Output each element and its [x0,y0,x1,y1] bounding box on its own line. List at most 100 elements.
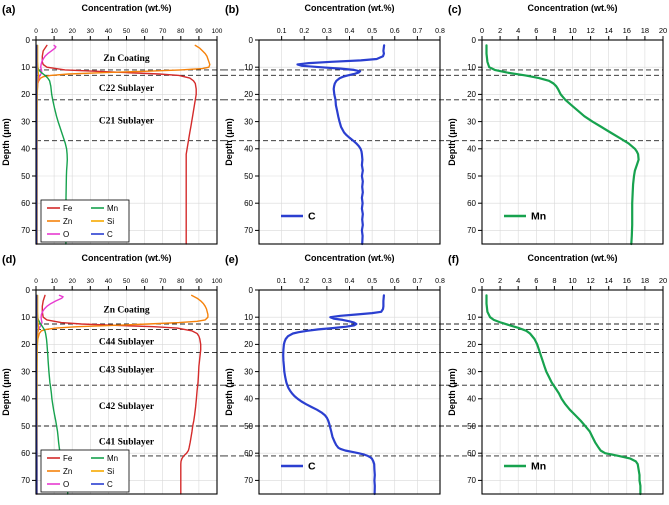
x-tick-label: 0.5 [367,278,377,285]
axis-title: Concentration (wt.%) [528,3,618,13]
x-tick-label: 16 [623,276,631,285]
x-tick-label: 6 [534,276,538,285]
panel-letter: (f) [448,254,459,266]
x-tick-label: 10 [50,28,58,35]
x-tick-label: 8 [552,26,556,35]
x-tick-label: 4 [516,276,520,285]
y-tick-label: 30 [244,367,253,376]
legend-label: Zn [63,217,72,226]
x-tick-label: 0.7 [413,278,423,285]
x-tick-label: 12 [586,26,594,35]
x-tick-label: 0.1 [277,28,287,35]
x-tick-label: 20 [659,276,667,285]
y-axis-label: Depth (μm) [447,118,457,166]
x-tick-label: 90 [195,278,203,285]
y-tick-label: 10 [21,63,30,72]
y-tick-label: 70 [244,226,253,235]
x-tick-label: 18 [641,276,649,285]
y-tick-label: 60 [244,199,253,208]
legend-label: Fe [63,454,73,463]
x-tick-label: 0.1 [277,278,287,285]
x-tick-label: 0.3 [322,278,332,285]
y-tick-label: 20 [467,90,476,99]
legend-label: Mn [107,454,118,463]
y-axis-label: Depth (μm) [1,118,11,166]
panel-letter: (c) [448,4,462,16]
x-tick-label: 0.2 [299,278,309,285]
y-tick-label: 40 [467,145,476,154]
x-tick-label: 70 [159,28,167,35]
region-label: C22 Sublayer [99,84,155,94]
y-tick-label: 0 [249,36,254,45]
x-tick-label: 10 [568,26,576,35]
x-tick-label: 4 [516,26,520,35]
y-tick-label: 70 [21,476,30,485]
legend-label: Mn [107,204,118,213]
x-tick-label: 0.8 [435,278,445,285]
x-tick-label: 60 [141,28,149,35]
y-tick-label: 30 [467,367,476,376]
axis-title: Concentration (wt.%) [305,3,395,13]
x-tick-label: 50 [123,278,131,285]
x-tick-label: 0.5 [367,28,377,35]
y-tick-label: 20 [244,340,253,349]
y-tick-label: 30 [21,117,30,126]
y-tick-label: 60 [467,199,476,208]
x-tick-label: 0.4 [345,278,355,285]
region-label: C43 Sublayer [99,365,155,375]
y-tick-label: 10 [467,63,476,72]
y-tick-label: 10 [21,313,30,322]
legend-label: C [107,230,113,239]
x-tick-label: 70 [159,278,167,285]
x-tick-label: 0.3 [322,28,332,35]
axis-title: Concentration (wt.%) [82,3,172,13]
y-axis-label: Depth (μm) [1,368,11,416]
x-tick-label: 0.8 [435,28,445,35]
x-tick-label: 2 [498,26,502,35]
y-tick-label: 0 [26,36,31,45]
x-tick-label: 20 [69,278,77,285]
panel-letter: (a) [2,4,16,16]
x-tick-label: 100 [212,278,223,285]
x-tick-label: 10 [50,278,58,285]
axis-title: Concentration (wt.%) [305,253,395,263]
x-tick-label: 0 [480,26,484,35]
x-tick-label: 40 [105,278,113,285]
x-tick-label: 60 [141,278,149,285]
x-tick-label: 50 [123,28,131,35]
x-tick-label: 0.4 [345,28,355,35]
y-tick-label: 0 [472,36,477,45]
legend-label: Fe [63,204,73,213]
y-tick-label: 50 [244,422,253,431]
x-tick-label: 2 [498,276,502,285]
y-tick-label: 30 [21,367,30,376]
x-tick-label: 0 [34,28,38,35]
x-tick-label: 16 [623,26,631,35]
x-tick-label: 20 [69,28,77,35]
y-tick-label: 60 [467,449,476,458]
region-label: C21 Sublayer [99,117,155,127]
x-tick-label: 0.2 [299,28,309,35]
x-tick-label: 80 [177,28,185,35]
y-tick-label: 40 [21,145,30,154]
y-tick-label: 50 [21,172,30,181]
panel-letter: (d) [2,254,16,266]
y-tick-label: 30 [244,117,253,126]
legend-label: Si [107,217,114,226]
y-tick-label: 30 [467,117,476,126]
region-label: C44 Sublayer [99,338,155,348]
y-tick-label: 50 [21,422,30,431]
y-axis-label: Depth (μm) [224,368,234,416]
x-tick-label: 40 [105,28,113,35]
